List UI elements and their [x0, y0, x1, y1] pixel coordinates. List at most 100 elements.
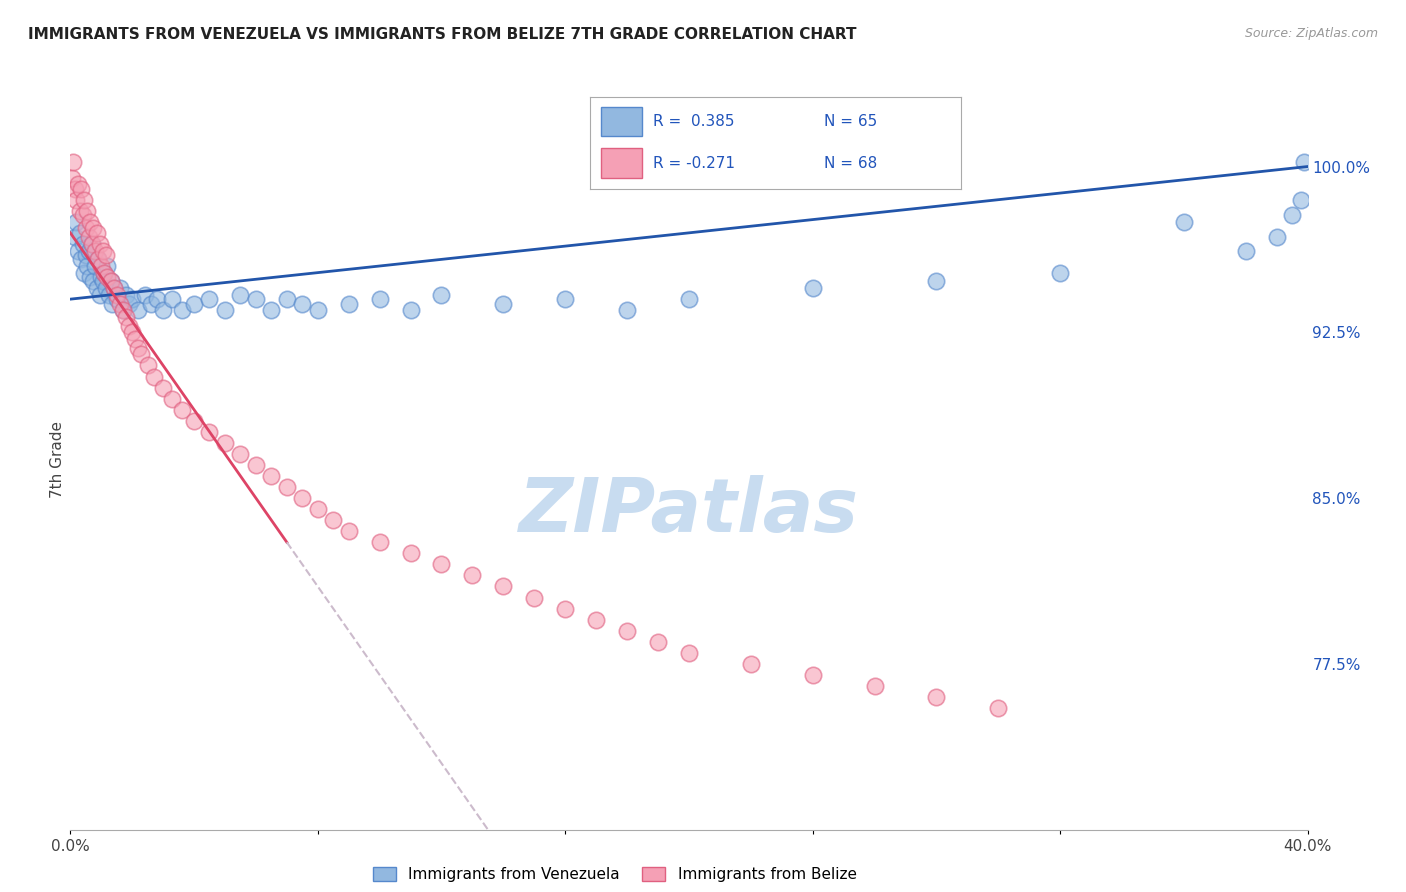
Point: [67, 244, 90, 258]
Text: Source: ZipAtlas.com: Source: ZipAtlas.com: [1244, 27, 1378, 40]
Point: [1281, 208, 1303, 222]
Point: [925, 275, 948, 289]
Point: [322, 513, 344, 527]
Point: [96, 270, 118, 285]
Point: [260, 469, 283, 483]
Point: [131, 347, 153, 361]
Point: [430, 287, 453, 301]
Point: [80, 236, 103, 251]
Point: [62, 155, 84, 169]
Point: [162, 392, 184, 406]
Point: [96, 259, 118, 273]
Point: [136, 359, 159, 373]
Point: [925, 690, 948, 704]
Point: [69, 203, 91, 218]
Point: [337, 296, 360, 310]
Point: [80, 236, 103, 251]
Point: [134, 287, 156, 301]
Point: [124, 332, 146, 346]
Point: [111, 303, 134, 318]
Point: [554, 292, 576, 306]
Point: [86, 226, 108, 240]
Point: [430, 558, 453, 572]
Point: [77, 230, 100, 244]
Point: [94, 248, 117, 262]
Point: [115, 310, 138, 324]
Point: [616, 303, 638, 318]
Point: [87, 252, 110, 267]
Point: [93, 266, 115, 280]
Point: [73, 193, 96, 207]
Point: [89, 236, 111, 251]
Point: [118, 296, 141, 310]
Point: [291, 296, 314, 310]
Point: [291, 491, 314, 505]
Point: [170, 402, 193, 417]
Point: [307, 502, 329, 516]
Point: [93, 266, 115, 280]
Point: [111, 303, 134, 318]
Point: [1234, 244, 1257, 258]
Point: [101, 296, 124, 310]
Point: [276, 292, 298, 306]
Point: [100, 275, 122, 289]
Point: [152, 303, 174, 318]
Point: [72, 208, 94, 222]
Point: [100, 275, 122, 289]
Point: [84, 259, 107, 273]
Point: [987, 701, 1010, 715]
Point: [72, 236, 94, 251]
Point: [79, 215, 101, 229]
Point: [75, 248, 97, 262]
Y-axis label: 7th Grade: 7th Grade: [49, 421, 65, 498]
Point: [214, 435, 236, 450]
Text: IMMIGRANTS FROM VENEZUELA VS IMMIGRANTS FROM BELIZE 7TH GRADE CORRELATION CHART: IMMIGRANTS FROM VENEZUELA VS IMMIGRANTS …: [28, 27, 856, 42]
Point: [198, 292, 221, 306]
Point: [108, 296, 131, 310]
Point: [70, 252, 93, 267]
Legend: Immigrants from Venezuela, Immigrants from Belize: Immigrants from Venezuela, Immigrants fr…: [367, 862, 863, 888]
Point: [399, 546, 422, 560]
Point: [105, 287, 128, 301]
Point: [91, 275, 114, 289]
Point: [1294, 155, 1316, 169]
Point: [146, 292, 169, 306]
Point: [1291, 193, 1313, 207]
Point: [63, 181, 86, 195]
Point: [399, 303, 422, 318]
Point: [245, 292, 267, 306]
Point: [70, 181, 93, 195]
Point: [121, 292, 143, 306]
Point: [307, 303, 329, 318]
Point: [127, 303, 149, 318]
Point: [1265, 230, 1288, 244]
Point: [76, 259, 98, 273]
Point: [616, 624, 638, 638]
Point: [214, 303, 236, 318]
Point: [90, 259, 112, 273]
Point: [77, 244, 100, 258]
Point: [229, 447, 252, 461]
Point: [337, 524, 360, 539]
Point: [82, 221, 105, 235]
Point: [115, 287, 138, 301]
Point: [678, 646, 700, 660]
Point: [121, 326, 143, 340]
Point: [82, 275, 105, 289]
Point: [63, 230, 86, 244]
Point: [127, 341, 149, 355]
Point: [198, 425, 221, 439]
Point: [67, 178, 90, 192]
Point: [260, 303, 283, 318]
Point: [108, 281, 131, 295]
Point: [152, 380, 174, 394]
Point: [647, 634, 669, 648]
Point: [162, 292, 184, 306]
Point: [75, 221, 97, 235]
Point: [368, 292, 391, 306]
Point: [73, 266, 96, 280]
Point: [183, 296, 205, 310]
Point: [103, 281, 125, 295]
Point: [103, 281, 125, 295]
Point: [90, 270, 112, 285]
